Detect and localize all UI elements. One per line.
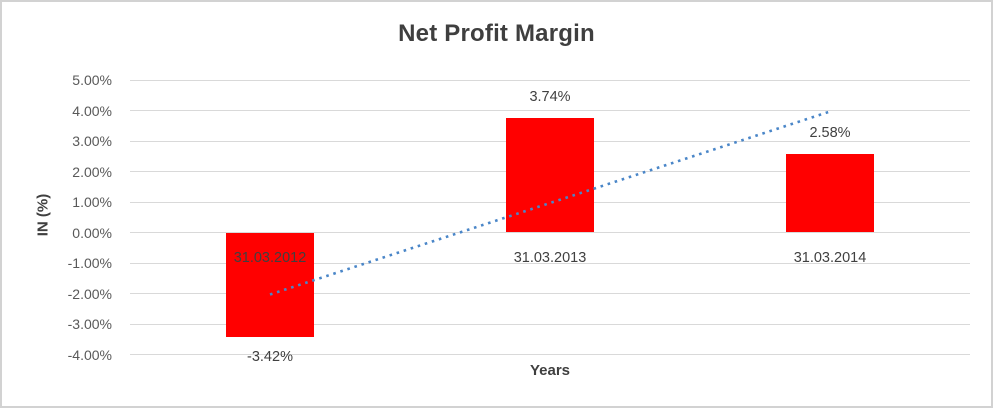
bar xyxy=(786,153,874,233)
bar xyxy=(506,118,594,233)
gridline xyxy=(130,323,970,325)
bar xyxy=(226,232,314,337)
y-tick-label: 5.00% xyxy=(72,72,112,88)
bar-data-label: -3.42% xyxy=(247,348,293,365)
gridline xyxy=(130,110,970,111)
y-tick-label: 1.00% xyxy=(72,194,112,210)
bar-data-label: 3.74% xyxy=(529,89,571,106)
y-tick-label: -1.00% xyxy=(67,255,112,271)
y-tick-label: 4.00% xyxy=(72,102,112,119)
gridline xyxy=(130,354,970,355)
category-label: 31.03.2014 xyxy=(793,249,867,266)
y-tick-label: -3.00% xyxy=(67,316,112,332)
y-tick-label: -4.00% xyxy=(67,346,112,363)
category-label: 31.03.2013 xyxy=(513,249,587,266)
gridline xyxy=(130,79,970,81)
chart-title: Net Profit Margin xyxy=(398,20,595,47)
y-tick-label: 3.00% xyxy=(72,133,112,149)
x-axis-title: Years xyxy=(529,362,571,379)
y-tick-label: 2.00% xyxy=(72,163,112,180)
bar-data-label: 2.58% xyxy=(809,124,851,141)
y-tick-label: 0.00% xyxy=(72,224,112,241)
y-tick-label: -2.00% xyxy=(67,285,112,302)
